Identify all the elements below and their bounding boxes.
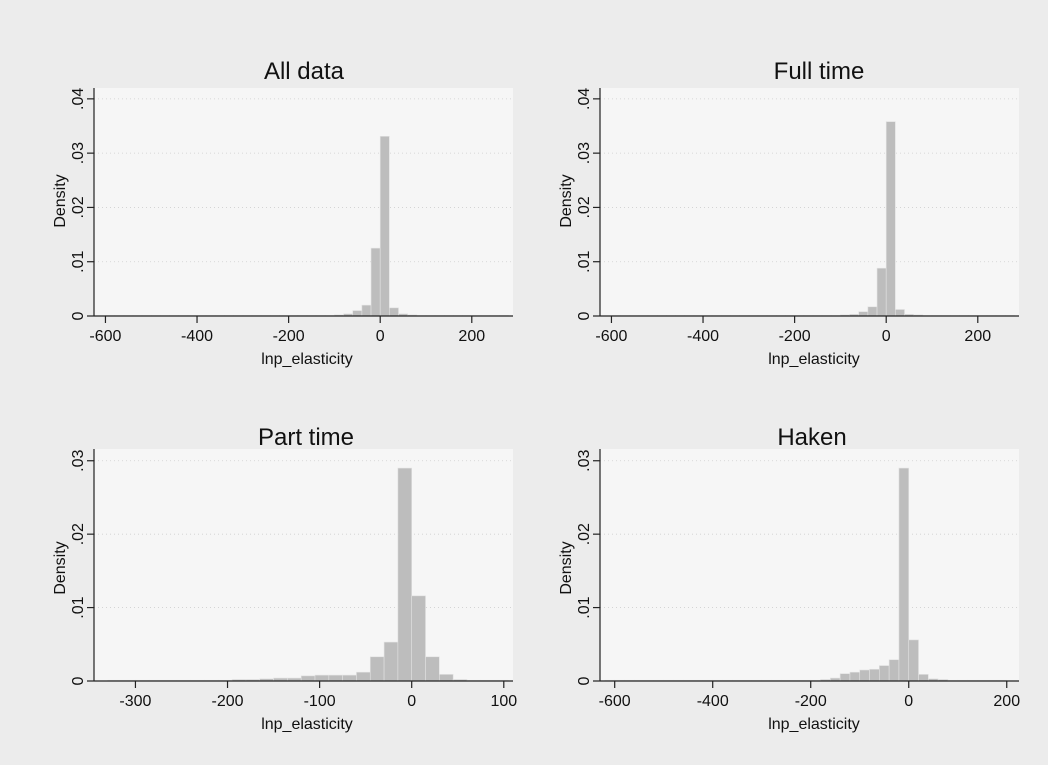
panel-title: All data xyxy=(264,58,345,85)
x-axis-label: lnp_elasticity xyxy=(261,351,353,368)
panel-haken: Haken Density lnp_elasticity -600 -400 -20… xyxy=(558,424,1020,733)
y-tick-label: .01 xyxy=(70,596,87,618)
y-ticks: 0 .01 .02 .03 .04 xyxy=(576,88,600,320)
plot-area xyxy=(600,88,1019,316)
x-tick-label: 0 xyxy=(407,693,416,710)
histogram-bar xyxy=(849,671,861,682)
y-tick-label: 0 xyxy=(70,311,87,320)
y-tick-label: 0 xyxy=(576,676,593,685)
x-tick-label: -100 xyxy=(304,693,336,710)
plot-area xyxy=(94,449,513,681)
histogram-bar xyxy=(439,674,454,682)
x-tick-label: -200 xyxy=(212,693,244,710)
histogram-bar xyxy=(361,304,372,317)
y-tick-label: .01 xyxy=(70,250,87,272)
panel-part-time: Part time Density lnp_elasticity -300 -20… xyxy=(52,424,517,733)
histogram-bar xyxy=(389,307,399,317)
x-tick-label: -200 xyxy=(795,693,827,710)
histogram-bar xyxy=(328,674,343,682)
histogram-bar xyxy=(379,136,390,317)
x-tick-label: -400 xyxy=(687,328,719,345)
y-ticks: 0 .01 .02 .03 xyxy=(70,450,94,685)
histogram-bar xyxy=(397,467,413,682)
x-ticks: -600 -400 -200 0 200 xyxy=(599,681,1020,710)
histogram-bar xyxy=(879,665,890,682)
histogram-bar xyxy=(342,674,357,682)
histogram-bar xyxy=(898,467,910,682)
y-axis-label: Density xyxy=(52,541,69,594)
x-tick-label: -200 xyxy=(273,328,305,345)
panel-title: Part time xyxy=(258,424,354,451)
x-tick-label: -600 xyxy=(599,693,631,710)
histogram-bar xyxy=(356,671,371,682)
x-tick-label: -600 xyxy=(595,328,627,345)
plot-area xyxy=(94,88,513,316)
y-tick-label: .04 xyxy=(576,88,593,110)
y-tick-label: .03 xyxy=(70,450,87,472)
panel-all-data: All data Density lnp_elasticity -600 -400… xyxy=(52,58,513,368)
y-tick-label: .03 xyxy=(70,142,87,164)
histogram-bar xyxy=(352,310,363,317)
x-ticks: -600 -400 -200 0 200 xyxy=(595,316,991,345)
histogram-bar xyxy=(859,669,870,682)
y-axis-label: Density xyxy=(558,174,575,227)
histogram-bar xyxy=(839,673,851,682)
y-tick-label: 0 xyxy=(576,311,593,320)
histogram-bar xyxy=(300,675,316,682)
x-tick-label: 100 xyxy=(490,693,517,710)
x-tick-label: -400 xyxy=(697,693,729,710)
histogram-bar xyxy=(888,659,900,682)
histogram-bar xyxy=(411,595,426,682)
y-tick-label: .02 xyxy=(576,523,593,545)
histogram-bar xyxy=(869,668,880,682)
x-axis-label: lnp_elasticity xyxy=(768,716,860,733)
y-ticks: 0 .01 .02 .03 xyxy=(576,450,600,685)
histogram-bar xyxy=(908,639,919,682)
x-tick-label: 200 xyxy=(458,328,485,345)
x-tick-label: -400 xyxy=(181,328,213,345)
y-tick-label: .02 xyxy=(576,196,593,218)
plot-area xyxy=(600,449,1019,681)
y-tick-label: .03 xyxy=(576,142,593,164)
y-axis-label: Density xyxy=(52,174,69,227)
histogram-bar xyxy=(370,247,381,317)
x-tick-label: 200 xyxy=(964,328,991,345)
y-axis-label: Density xyxy=(558,541,575,594)
histogram-bar xyxy=(858,311,869,317)
x-tick-label: 0 xyxy=(882,328,891,345)
x-tick-label: -300 xyxy=(119,693,151,710)
histogram-bar xyxy=(918,674,929,682)
y-ticks: 0 .01 .02 .03 .04 xyxy=(70,88,94,320)
x-tick-label: 0 xyxy=(376,328,385,345)
histogram-bar xyxy=(425,656,440,682)
y-tick-label: .01 xyxy=(576,250,593,272)
y-tick-label: 0 xyxy=(70,676,87,685)
y-tick-label: .01 xyxy=(576,596,593,618)
y-tick-label: .03 xyxy=(576,450,593,472)
x-ticks: -600 -400 -200 0 200 xyxy=(89,316,485,345)
y-tick-label: .02 xyxy=(70,196,87,218)
x-axis-label: lnp_elasticity xyxy=(768,351,860,368)
histogram-bar xyxy=(383,641,399,682)
x-tick-label: 0 xyxy=(904,693,913,710)
histogram-bar xyxy=(895,309,905,317)
histogram-bar xyxy=(885,121,896,317)
x-ticks: -300 -200 -100 0 100 xyxy=(119,681,517,710)
x-axis-label: lnp_elasticity xyxy=(261,716,353,733)
panel-title: Haken xyxy=(777,424,846,451)
y-tick-label: .04 xyxy=(70,88,87,110)
histogram-bar xyxy=(867,306,878,317)
y-tick-label: .02 xyxy=(70,523,87,545)
x-tick-label: -600 xyxy=(89,328,121,345)
histogram-bar xyxy=(876,267,887,317)
x-tick-label: 200 xyxy=(993,693,1020,710)
histogram-bar xyxy=(369,656,385,682)
x-tick-label: -200 xyxy=(779,328,811,345)
histogram-bar xyxy=(314,674,330,682)
panel-full-time: Full time Density lnp_elasticity -600 -40… xyxy=(558,58,1019,368)
panel-title: Full time xyxy=(774,58,865,85)
